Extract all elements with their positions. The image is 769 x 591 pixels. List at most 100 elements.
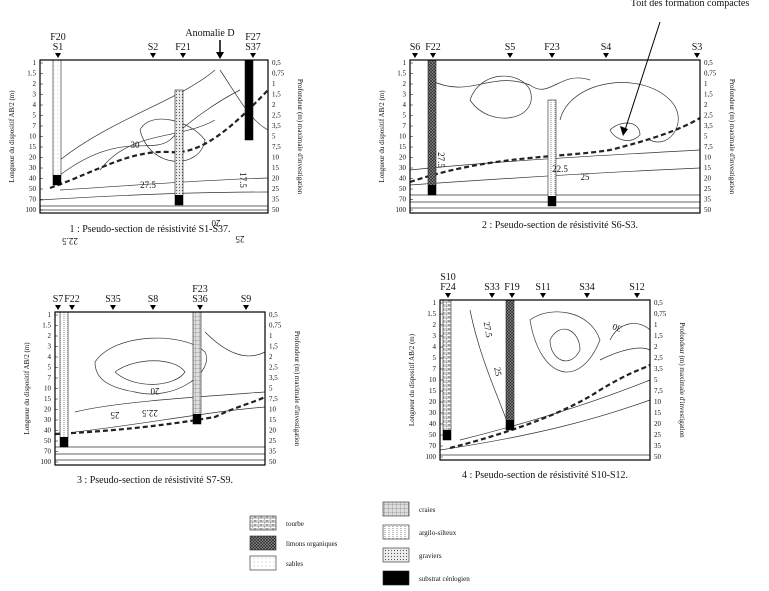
contour-label: 25	[110, 410, 120, 420]
right-tick-label: 5	[654, 376, 658, 384]
left-tick-label: 15	[399, 143, 407, 151]
left-axis-title: Longueur du dispositif AB/2 (m)	[378, 90, 386, 183]
left-tick-label: 3	[33, 91, 37, 99]
borehole-base	[53, 175, 61, 185]
station-label: S3	[692, 42, 703, 53]
station-marker	[412, 53, 418, 58]
contour-label: 27.5	[140, 180, 156, 190]
right-tick-label: 35	[269, 448, 277, 456]
station-marker	[549, 53, 555, 58]
contour-label: 30	[611, 321, 623, 334]
left-tick-label: 30	[429, 409, 437, 417]
left-tick-label: 4	[433, 343, 437, 351]
station-marker	[540, 293, 546, 298]
left-tick-label: 70	[44, 448, 52, 456]
station-label: F27	[245, 32, 261, 43]
legend-label: tourbe	[286, 520, 304, 528]
contour-line	[609, 122, 641, 141]
borehole	[174, 89, 184, 206]
right-tick-label: 1,5	[269, 343, 278, 351]
left-tick-label: 1	[33, 59, 37, 67]
boundary-line	[409, 117, 701, 184]
station-marker	[430, 53, 436, 58]
left-tick-label: 7	[33, 122, 37, 130]
left-tick-label: 5	[433, 354, 437, 362]
left-tick-label: 10	[44, 385, 52, 393]
right-tick-label: 2	[272, 101, 276, 109]
station-label: S9	[241, 294, 252, 305]
caption: 3 : Pseudo-section de résistivité S7-S9.	[77, 475, 233, 486]
station-label: F24	[440, 282, 456, 293]
right-tick-label: 2	[704, 101, 708, 109]
contour-label: 22.5	[62, 236, 78, 246]
station-label: S12	[629, 282, 645, 293]
borehole-base	[443, 430, 451, 440]
station-marker	[634, 293, 640, 298]
right-tick-label: 2,5	[269, 364, 278, 372]
contour-line	[99, 119, 216, 171]
station-marker	[55, 305, 61, 310]
station-marker	[150, 53, 156, 58]
station-label: S34	[579, 282, 595, 293]
station-label: F22	[425, 42, 441, 53]
contour-label: 27.5	[436, 152, 446, 168]
right-tick-label: 50	[272, 206, 280, 214]
right-tick-label: 1	[654, 321, 658, 329]
right-axis-title: Profondeur (m) maximale d'investigation	[293, 331, 301, 447]
station-marker	[69, 305, 75, 310]
right-tick-label: 1	[269, 332, 273, 340]
legend-label: substrat cénlogien	[419, 575, 470, 583]
right-tick-label: 1,5	[704, 91, 713, 99]
borehole-base	[245, 130, 253, 140]
right-tick-label: 7,5	[704, 143, 713, 151]
right-tick-label: 3,5	[654, 365, 663, 373]
borehole	[244, 59, 254, 141]
right-tick-label: 0,75	[654, 310, 667, 318]
right-tick-label: 0,75	[272, 70, 285, 78]
left-tick-label: 4	[33, 101, 37, 109]
right-tick-label: 7,5	[272, 143, 281, 151]
left-tick-label: 30	[29, 164, 37, 172]
legend-label: graviers	[419, 552, 442, 560]
contour-line	[39, 191, 269, 201]
left-axis-title: Longueur du dispositif AB/2 (m)	[408, 333, 416, 426]
right-tick-label: 25	[704, 185, 712, 193]
frame	[39, 59, 269, 214]
borehole	[505, 299, 515, 431]
legend-swatch	[249, 555, 277, 571]
right-tick-label: 0,5	[654, 299, 663, 307]
contour-line	[204, 331, 266, 357]
right-tick-label: 15	[272, 164, 280, 172]
station-marker	[603, 53, 609, 58]
right-tick-label: 3,5	[272, 122, 281, 130]
right-tick-label: 2,5	[272, 112, 281, 120]
right-tick-label: 15	[269, 416, 277, 424]
station-marker	[243, 305, 249, 310]
contour-label: 27.5	[482, 321, 495, 339]
left-tick-label: 70	[399, 196, 407, 204]
left-tick-label: 1	[403, 59, 407, 67]
left-axis-title: Longueur du dispositif AB/2 (m)	[23, 342, 31, 435]
left-tick-label: 10	[29, 133, 37, 141]
left-tick-label: 20	[429, 398, 437, 406]
pseudo-section: 1 1.5 2 3 4 5 7 10 15 20 30 40 50 70 100 0,5 0,75 1 1,5 2 2,…	[378, 42, 736, 214]
left-tick-label: 50	[399, 185, 407, 193]
right-axis-title: Profondeur (m) maximale d'investigation	[296, 79, 304, 195]
left-tick-label: 3	[433, 332, 437, 340]
left-tick-label: 10	[429, 376, 437, 384]
right-tick-label: 10	[272, 154, 280, 162]
pseudo-section: 1 1.5 2 3 4 5 7 10 15 20 30 40 50 70 100 0,5 0,75 1 1,5 2 2,…	[23, 284, 301, 466]
right-tick-label: 2	[654, 343, 658, 351]
left-tick-label: 7	[48, 374, 52, 382]
left-tick-label: 5	[48, 364, 52, 372]
right-axis-title: Profondeur (m) maximale d'investigation	[678, 322, 686, 438]
right-tick-label: 1,5	[272, 91, 281, 99]
legend-label: argilo-silteux	[419, 529, 457, 537]
contour-line	[559, 82, 679, 143]
station-marker	[150, 305, 156, 310]
left-tick-label: 100	[26, 206, 37, 214]
contour-line	[549, 328, 581, 362]
right-tick-label: 35	[704, 196, 712, 204]
left-tick-label: 40	[29, 175, 37, 183]
contour-line	[59, 177, 269, 191]
